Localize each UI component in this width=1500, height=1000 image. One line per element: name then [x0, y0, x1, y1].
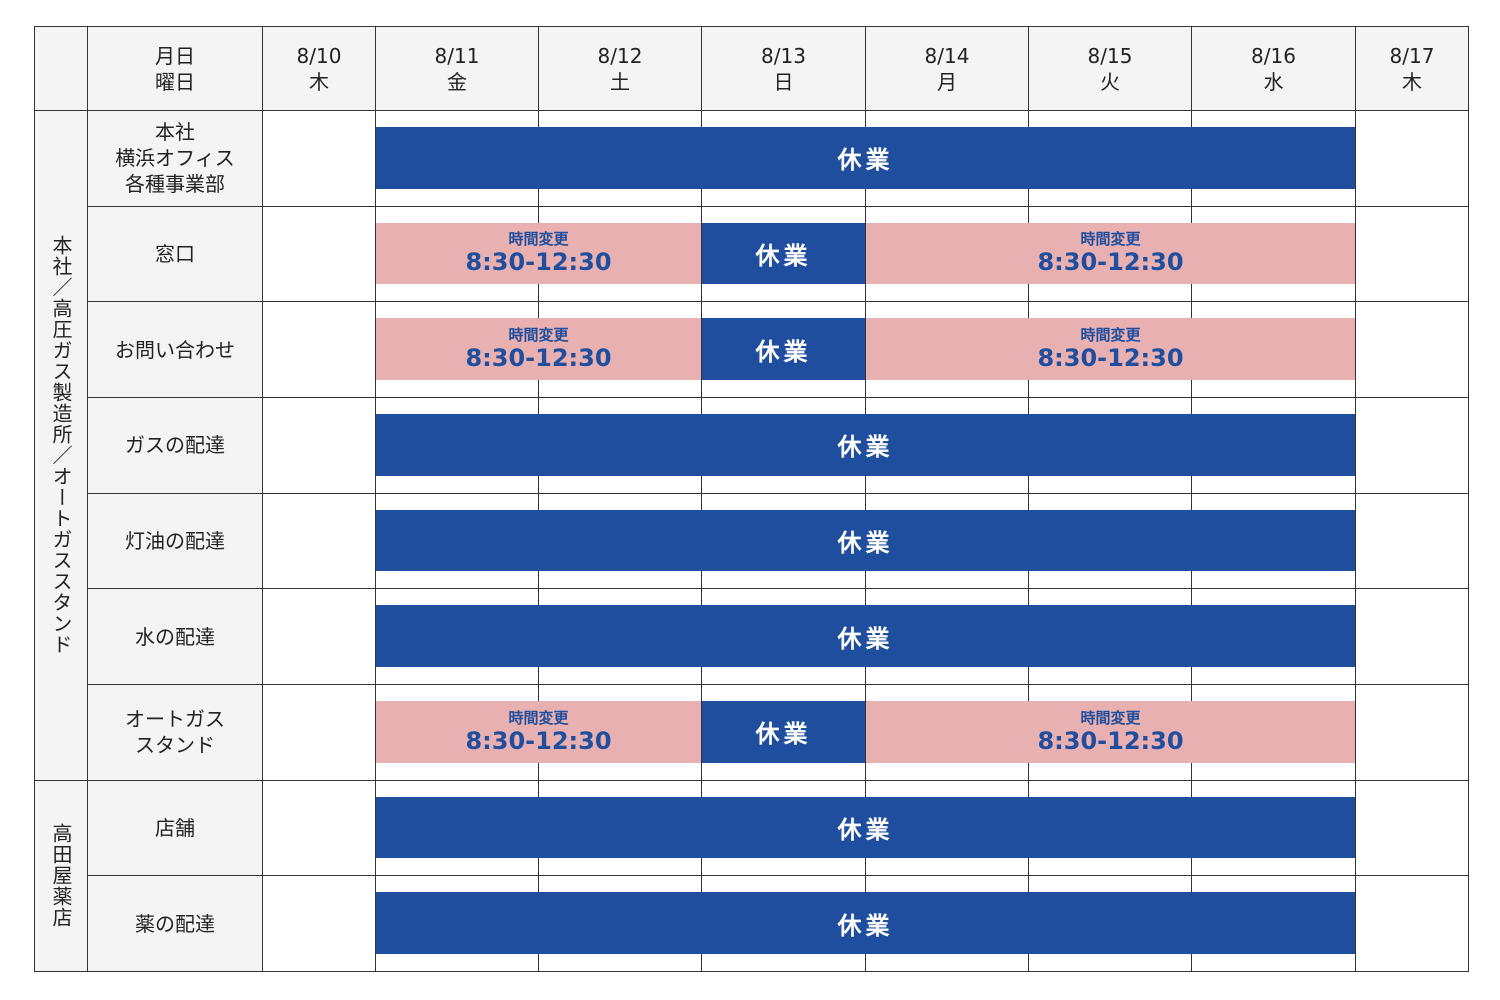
- date: 8/17: [1389, 43, 1435, 68]
- day-cell: [262, 205, 376, 303]
- day-cell: [262, 588, 376, 685]
- date: 8/16: [1251, 43, 1296, 68]
- closed-bar: 休業: [376, 509, 1355, 572]
- closed-bar: 休業: [376, 127, 1355, 189]
- row-label-cell: お問い合わせ: [87, 301, 263, 398]
- changed-hours-title: 時間変更: [508, 230, 569, 249]
- group-cell: 高田屋薬店: [34, 779, 88, 972]
- day-cell: [262, 492, 376, 590]
- changed-hours-bar: 時間変更 8:30-12:30: [866, 701, 1355, 763]
- changed-hours-bar: 時間変更 8:30-12:30: [866, 318, 1355, 380]
- group-cell: 本社／高圧ガス製造所／オートガススタンド: [34, 110, 88, 781]
- changed-hours: 8:30-12:30: [465, 248, 612, 277]
- row-label: 店舗: [155, 815, 195, 840]
- date: 8/13: [761, 43, 806, 68]
- weekday: 木: [309, 69, 329, 94]
- row-label: お問い合わせ: [115, 337, 235, 362]
- row-label-cell: オートガス スタンド: [87, 684, 263, 781]
- day-cell: [1355, 875, 1469, 972]
- day-cell: [262, 301, 376, 398]
- row-label: 水の配達: [135, 624, 215, 649]
- changed-hours-bar: 時間変更 8:30-12:30: [376, 701, 701, 763]
- weekday: 日: [773, 69, 794, 94]
- changed-hours-title: 時間変更: [1080, 326, 1141, 345]
- weekday: 土: [610, 69, 630, 94]
- date-header: 8/10 木: [262, 26, 376, 111]
- date-header: 8/12 土: [538, 26, 702, 111]
- changed-hours-title: 時間変更: [1080, 230, 1141, 249]
- day-cell: [262, 875, 376, 972]
- changed-hours: 8:30-12:30: [465, 344, 612, 373]
- row-label: 横浜オフィス: [115, 146, 235, 171]
- date: 8/11: [434, 43, 480, 68]
- row-label: 窓口: [155, 241, 195, 266]
- group-label: 高田屋薬店: [49, 823, 73, 929]
- day-cell: [262, 779, 376, 877]
- closed-bar: 休業: [702, 701, 865, 763]
- date: 8/14: [924, 43, 970, 68]
- day-cell: [262, 110, 376, 207]
- row-label: 灯油の配達: [125, 528, 225, 553]
- row-label: 各種事業部: [125, 172, 225, 197]
- row-label-cell: 薬の配達: [87, 875, 263, 972]
- row-label: 薬の配達: [135, 911, 215, 936]
- row-label: 本社: [155, 120, 195, 145]
- row-label: スタンド: [135, 733, 215, 758]
- row-label-cell: 窓口: [87, 205, 263, 303]
- weekday: 木: [1402, 69, 1422, 94]
- closed-bar: 休業: [376, 892, 1355, 954]
- day-cell: [1355, 301, 1469, 398]
- row-label-cell: 水の配達: [87, 588, 263, 685]
- row-label-cell: ガスの配達: [87, 397, 263, 494]
- closed-bar: 休業: [376, 796, 1355, 859]
- group-label: 本社／高圧ガス製造所／オートガススタンド: [49, 235, 73, 656]
- row-label: オートガス: [125, 707, 225, 732]
- closed-bar: 休業: [376, 605, 1355, 667]
- changed-hours-title: 時間変更: [508, 326, 569, 345]
- date: 8/15: [1087, 43, 1133, 68]
- day-cell: [1355, 588, 1469, 685]
- changed-hours: 8:30-12:30: [1037, 248, 1184, 277]
- date: 8/12: [597, 43, 643, 68]
- changed-hours-bar: 時間変更 8:30-12:30: [376, 222, 701, 285]
- day-cell: [1355, 110, 1469, 207]
- day-cell: [1355, 205, 1469, 303]
- day-cell: [262, 397, 376, 494]
- day-cell: [1355, 397, 1469, 494]
- closed-bar: 休業: [376, 414, 1355, 476]
- day-cell: [1355, 684, 1469, 781]
- changed-hours-title: 時間変更: [508, 708, 569, 727]
- closed-bar: 休業: [702, 222, 865, 285]
- changed-hours: 8:30-12:30: [465, 726, 612, 755]
- date-header: 8/14 月: [865, 26, 1029, 111]
- changed-hours-title: 時間変更: [1080, 708, 1141, 727]
- date-header: 8/13 日: [701, 26, 866, 111]
- closed-bar: 休業: [702, 318, 865, 380]
- header-date-label: 月日: [155, 43, 195, 68]
- header-cell: 月日 曜日: [87, 26, 263, 111]
- row-label: ガスの配達: [125, 433, 225, 458]
- row-label-cell: 灯油の配達: [87, 492, 263, 590]
- weekday: 金: [447, 69, 467, 94]
- changed-hours-bar: 時間変更 8:30-12:30: [376, 318, 701, 380]
- date-header: 8/16 水: [1191, 26, 1356, 111]
- changed-hours-bar: 時間変更 8:30-12:30: [866, 222, 1355, 285]
- day-cell: [1355, 779, 1469, 877]
- changed-hours: 8:30-12:30: [1037, 344, 1184, 373]
- date-header: 8/17 木: [1355, 26, 1469, 111]
- corner-cell: [34, 26, 88, 111]
- weekday: 水: [1263, 69, 1284, 94]
- day-cell: [1355, 492, 1469, 590]
- changed-hours: 8:30-12:30: [1037, 726, 1184, 755]
- header-weekday-label: 曜日: [155, 69, 195, 94]
- date-header: 8/15 火: [1028, 26, 1192, 111]
- date: 8/10: [296, 43, 342, 68]
- day-cell: [262, 684, 376, 781]
- row-label-cell: 本社 横浜オフィス 各種事業部: [87, 110, 263, 207]
- date-header: 8/11 金: [375, 26, 539, 111]
- weekday: 月: [937, 69, 957, 94]
- row-label-cell: 店舗: [87, 779, 263, 877]
- weekday: 火: [1100, 69, 1120, 94]
